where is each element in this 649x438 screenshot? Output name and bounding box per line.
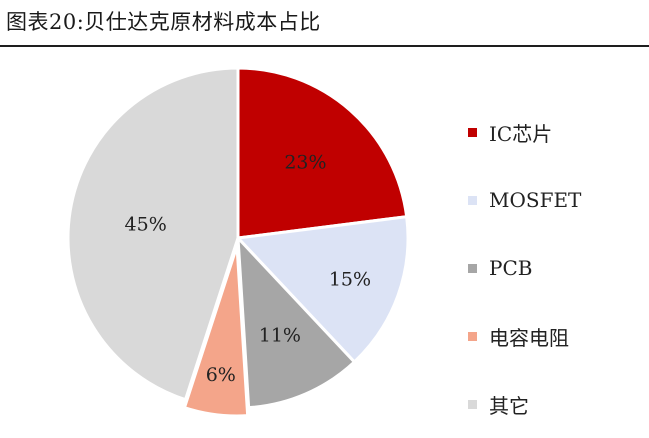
legend-item-ic: IC芯片 bbox=[468, 98, 643, 166]
legend-item-pcb: PCB bbox=[468, 234, 643, 302]
title-divider bbox=[0, 45, 649, 47]
legend-swatch-resistor bbox=[468, 331, 477, 341]
legend-swatch-other bbox=[468, 399, 477, 409]
legend-swatch-ic bbox=[468, 127, 477, 137]
data-label-resistor: 6% bbox=[206, 364, 236, 386]
pie-chart: 23% 15% 11% 6% 45% bbox=[66, 66, 410, 418]
data-label-ic: 23% bbox=[284, 151, 326, 173]
legend-swatch-pcb bbox=[468, 263, 477, 273]
pie-slice-mosfet bbox=[234, 215, 410, 365]
pie-slice-other bbox=[66, 66, 240, 402]
pie-slice-pcb bbox=[236, 233, 357, 410]
legend-label-other: 其它 bbox=[489, 393, 529, 418]
legend-item-mosfet: MOSFET bbox=[468, 166, 643, 234]
legend-label-mosfet: MOSFET bbox=[489, 188, 582, 212]
legend-item-resistor: 电容电阻 bbox=[468, 302, 643, 370]
legend: IC芯片 MOSFET PCB 电容电阻 其它 bbox=[468, 98, 643, 438]
legend-label-pcb: PCB bbox=[489, 256, 533, 280]
pie-slice-ic bbox=[236, 66, 409, 240]
data-label-mosfet: 15% bbox=[329, 268, 371, 290]
chart-title: 图表20:贝仕达克原材料成本占比 bbox=[6, 10, 321, 34]
legend-label-resistor: 电容电阻 bbox=[489, 325, 569, 350]
pie-slice-resistor bbox=[182, 245, 250, 418]
legend-swatch-mosfet bbox=[468, 195, 477, 205]
data-label-pcb: 11% bbox=[259, 325, 301, 347]
data-label-other: 45% bbox=[125, 213, 167, 235]
legend-label-ic: IC芯片 bbox=[489, 121, 553, 146]
legend-item-other: 其它 bbox=[468, 370, 643, 438]
